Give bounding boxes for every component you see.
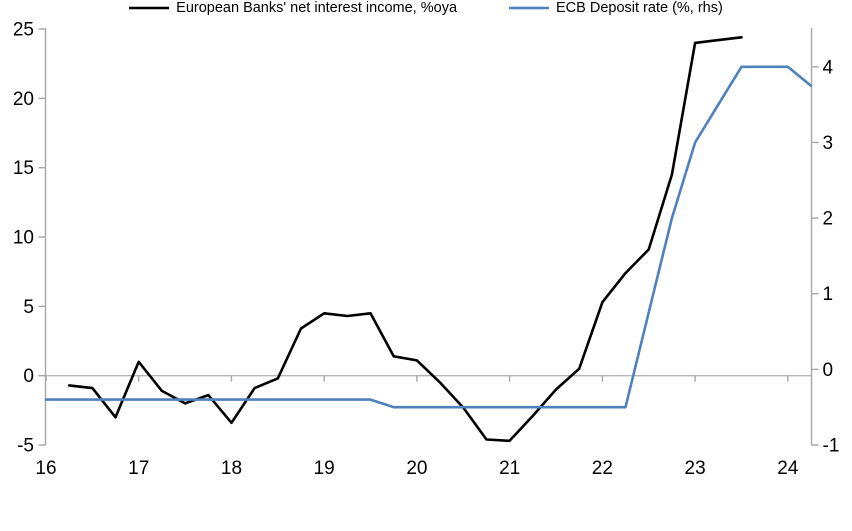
legend-item-ecb-rate: ECB Deposit rate (%, rhs) (509, 0, 723, 16)
legend-label-ecb-rate: ECB Deposit rate (%, rhs) (556, 0, 723, 16)
right-axis-tick-label: 2 (823, 209, 834, 230)
left-axis-tick-label: 0 (23, 366, 34, 387)
right-axis-tick-label: -1 (823, 436, 840, 457)
x-axis-year-label: 18 (221, 458, 242, 479)
chart-legend: European Banks' net interest income, %oy… (0, 0, 852, 16)
left-axis-tick-label: 25 (13, 20, 34, 41)
left-axis-tick-label: 10 (13, 228, 34, 249)
x-axis-year-label: 16 (35, 458, 56, 479)
nii-line-series (67, 35, 743, 443)
x-axis-year-label: 17 (128, 458, 149, 479)
left-axis-tick-label: 15 (13, 158, 34, 179)
black-line-swatch (129, 6, 170, 10)
x-axis-year-label: 21 (499, 458, 520, 479)
left-axis-tick-label: 20 (13, 89, 34, 110)
right-axis-tick-label: 0 (823, 360, 834, 381)
right-axis-tick-label: 3 (823, 133, 834, 154)
left-axis-tick-label: 5 (23, 297, 34, 318)
left-axis-tick-label: -5 (17, 436, 34, 457)
blue-line-swatch (509, 6, 550, 10)
x-axis-year-label: 19 (314, 458, 335, 479)
x-axis-year-label: 24 (777, 458, 799, 479)
x-axis-year-label: 20 (406, 458, 427, 479)
legend-label-nii: European Banks' net interest income, %oy… (176, 0, 458, 16)
x-axis-year-label: 22 (592, 458, 613, 479)
right-axis-tick-label: 1 (823, 284, 834, 305)
right-axis-tick-label: 4 (823, 57, 834, 78)
x-axis-year-label: 23 (685, 458, 706, 479)
legend-item-nii: European Banks' net interest income, %oy… (129, 0, 457, 16)
ecb-deposit-rate-line-series (44, 65, 813, 409)
